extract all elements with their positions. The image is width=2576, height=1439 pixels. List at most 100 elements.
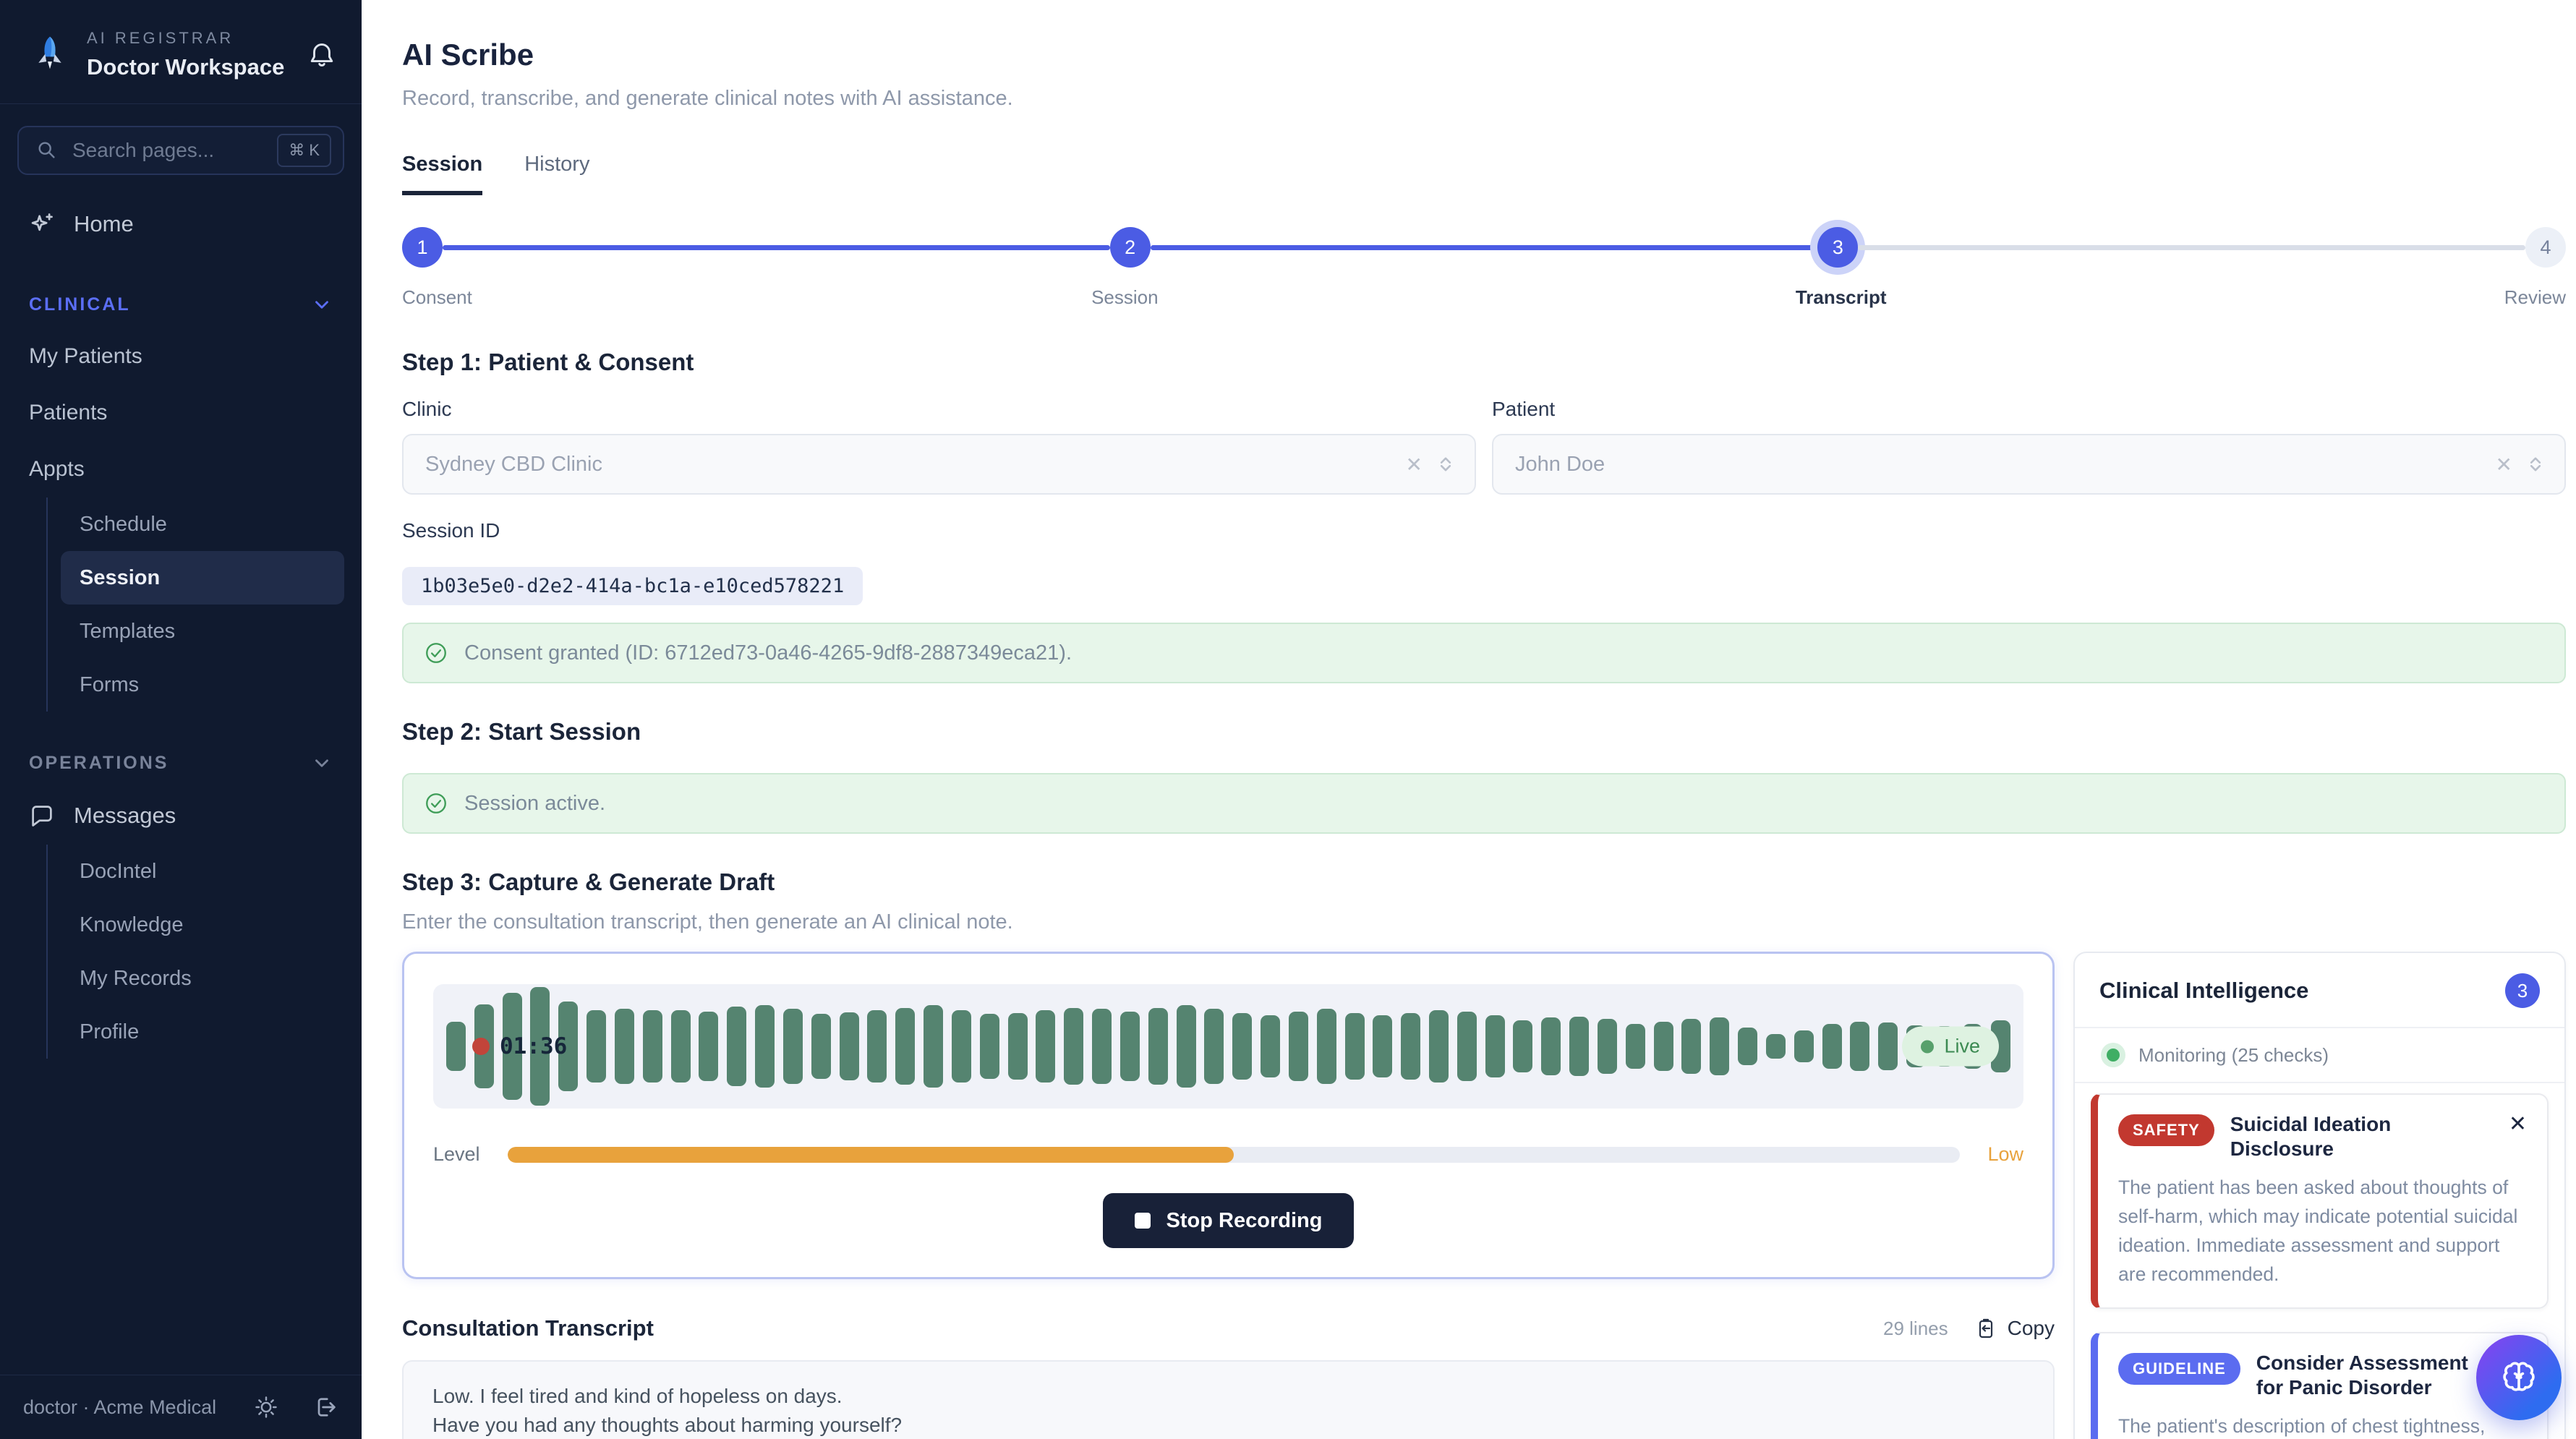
search-box[interactable]: ⌘ K bbox=[17, 126, 344, 175]
sidebar-item-templates[interactable]: Templates bbox=[61, 605, 344, 658]
alert-title: Suicidal Ideation Disclosure bbox=[2230, 1113, 2392, 1160]
search-input[interactable] bbox=[72, 139, 278, 162]
waveform-bar bbox=[1401, 1012, 1421, 1080]
waveform-bar bbox=[924, 1005, 944, 1088]
sidebar-item-label: DocIntel bbox=[80, 859, 157, 883]
copy-label: Copy bbox=[2007, 1317, 2055, 1339]
account-label: doctor · Acme Medical … bbox=[23, 1396, 220, 1418]
patient-label: Patient bbox=[1492, 398, 1556, 420]
theme-sun-icon[interactable] bbox=[253, 1394, 279, 1420]
sidebar-item-patients[interactable]: Patients bbox=[17, 385, 344, 441]
ai-assistant-fab[interactable] bbox=[2476, 1335, 2562, 1420]
stop-row: Stop Recording bbox=[433, 1193, 2023, 1248]
stepper-labels: Consent Session Transcript Review bbox=[402, 286, 2566, 311]
waveform-bar bbox=[1485, 1015, 1505, 1077]
waveform-bar bbox=[1344, 1012, 1365, 1080]
waveform-bar bbox=[1597, 1019, 1617, 1074]
waveform-bar bbox=[642, 1010, 662, 1083]
chat-bubble-icon bbox=[32, 806, 52, 827]
waveform-bar bbox=[1064, 1007, 1084, 1085]
step-circle-consent[interactable]: 1 bbox=[402, 227, 443, 268]
alert-head: SAFETY Suicidal Ideation Disclosure ✕ bbox=[2118, 1112, 2528, 1161]
tab-history[interactable]: History bbox=[524, 153, 590, 176]
check-circle-icon bbox=[426, 643, 446, 663]
clinic-select-value: Sydney CBD Clinic bbox=[425, 452, 602, 476]
waveform-bar bbox=[755, 1005, 775, 1088]
waveform-bar bbox=[558, 1002, 579, 1091]
stop-recording-button[interactable]: Stop Recording bbox=[1102, 1193, 1355, 1248]
chevron-down-icon bbox=[315, 301, 328, 309]
divider bbox=[2075, 1082, 2564, 1083]
brand-text: AI REGISTRAR Doctor Workspace bbox=[87, 29, 307, 80]
sidebar-item-knowledge[interactable]: Knowledge bbox=[61, 898, 344, 952]
logout-icon[interactable] bbox=[312, 1394, 338, 1420]
waveform-bar bbox=[1513, 1020, 1533, 1073]
sidebar-footer: doctor · Acme Medical … bbox=[0, 1375, 362, 1439]
sidebar-item-profile[interactable]: Profile bbox=[61, 1005, 344, 1059]
waveform-bar bbox=[1794, 1030, 1814, 1063]
patient-select[interactable]: John Doe ✕ bbox=[1492, 434, 2566, 495]
page-subtitle: Record, transcribe, and generate clinica… bbox=[402, 87, 1013, 110]
waveform-bar bbox=[1036, 1010, 1056, 1083]
monitoring-status: Monitoring (25 checks) bbox=[2075, 1028, 2564, 1082]
waveform-bar bbox=[502, 993, 522, 1100]
waveform-bar bbox=[699, 1011, 719, 1082]
sidebar-item-my-records[interactable]: My Records bbox=[61, 952, 344, 1005]
clear-icon[interactable]: ✕ bbox=[1405, 453, 1423, 476]
alert-card-guideline: GUIDELINE Consider Assessment for Panic … bbox=[2091, 1332, 2549, 1439]
safety-badge: SAFETY bbox=[2118, 1114, 2214, 1146]
section-header-operations[interactable]: OPERATIONS bbox=[17, 739, 344, 787]
step-label-transcript: Transcript bbox=[1795, 286, 1887, 308]
transcript-textarea[interactable]: Low. I feel tired and kind of hopeless o… bbox=[402, 1360, 2055, 1439]
waveform-bars bbox=[446, 984, 2010, 1109]
brand-eyebrow: AI REGISTRAR bbox=[87, 29, 234, 47]
waveform-bar bbox=[1176, 1005, 1196, 1088]
stepper-track: 1 2 3 4 bbox=[402, 227, 2567, 268]
sparkles-icon bbox=[31, 213, 53, 231]
step-circle-transcript[interactable]: 3 bbox=[1817, 227, 1859, 268]
waveform-bar bbox=[951, 1010, 971, 1083]
patient-select-value: John Doe bbox=[1515, 452, 1605, 476]
sidebar-item-docintel[interactable]: DocIntel bbox=[61, 845, 344, 898]
sidebar-item-my-patients[interactable]: My Patients bbox=[17, 328, 344, 385]
sidebar-item-session[interactable]: Session bbox=[61, 551, 344, 605]
sidebar-item-label: Knowledge bbox=[80, 913, 184, 936]
step-circle-session[interactable]: 2 bbox=[1109, 227, 1151, 268]
transcript-title: Consultation Transcript bbox=[402, 1315, 654, 1341]
waveform-bar bbox=[1765, 1033, 1786, 1059]
stepper: 1 2 3 4 Consent Session Transcript Revie… bbox=[402, 227, 2567, 311]
waveform-bar bbox=[670, 1010, 691, 1083]
waveform-bar bbox=[1373, 1015, 1393, 1077]
sidebar-item-label: Forms bbox=[80, 672, 140, 696]
copy-button[interactable]: Copy bbox=[1974, 1317, 2055, 1340]
close-icon[interactable]: ✕ bbox=[2508, 1112, 2527, 1136]
sidebar-item-home[interactable]: Home bbox=[17, 195, 344, 253]
clinic-field: Clinic Sydney CBD Clinic ✕ bbox=[402, 398, 1476, 495]
waveform-bar bbox=[614, 1009, 634, 1084]
workspace-title: Doctor Workspace bbox=[87, 54, 285, 80]
step3-subtitle: Enter the consultation transcript, then … bbox=[402, 910, 1013, 934]
alert-title: Consider Assessment for Panic Disorder bbox=[2256, 1352, 2468, 1399]
sidebar-item-appts[interactable]: Appts bbox=[17, 441, 344, 498]
clinic-select[interactable]: Sydney CBD Clinic ✕ bbox=[402, 434, 1476, 495]
session-id-block: Session ID 1b03e5e0-d2e2-414a-bc1a-e10ce… bbox=[402, 519, 2566, 605]
select-chevrons-icon[interactable] bbox=[2525, 454, 2546, 474]
alert-body: The patient's description of chest tight… bbox=[2118, 1415, 2486, 1437]
waveform-bar bbox=[811, 1014, 831, 1079]
alert-body: The patient has been asked about thought… bbox=[2118, 1177, 2518, 1285]
sidebar-item-messages[interactable]: Messages bbox=[17, 787, 344, 845]
sidebar-item-schedule[interactable]: Schedule bbox=[61, 498, 344, 551]
brain-icon bbox=[2503, 1362, 2535, 1391]
clear-icon[interactable]: ✕ bbox=[2495, 453, 2512, 476]
waveform-bar bbox=[867, 1010, 887, 1083]
step-circle-review[interactable]: 4 bbox=[2525, 227, 2567, 268]
section-header-label: OPERATIONS bbox=[29, 752, 169, 773]
section-header-clinical[interactable]: CLINICAL bbox=[17, 281, 344, 328]
step-label-review: Review bbox=[2504, 286, 2566, 308]
sidebar-item-forms[interactable]: Forms bbox=[61, 658, 344, 712]
waveform-bar bbox=[1288, 1011, 1308, 1082]
waveform-bar bbox=[1092, 1009, 1112, 1084]
notifications-bell-icon[interactable] bbox=[307, 40, 337, 70]
tab-session[interactable]: Session bbox=[402, 153, 483, 195]
select-chevrons-icon[interactable] bbox=[1436, 454, 1456, 474]
